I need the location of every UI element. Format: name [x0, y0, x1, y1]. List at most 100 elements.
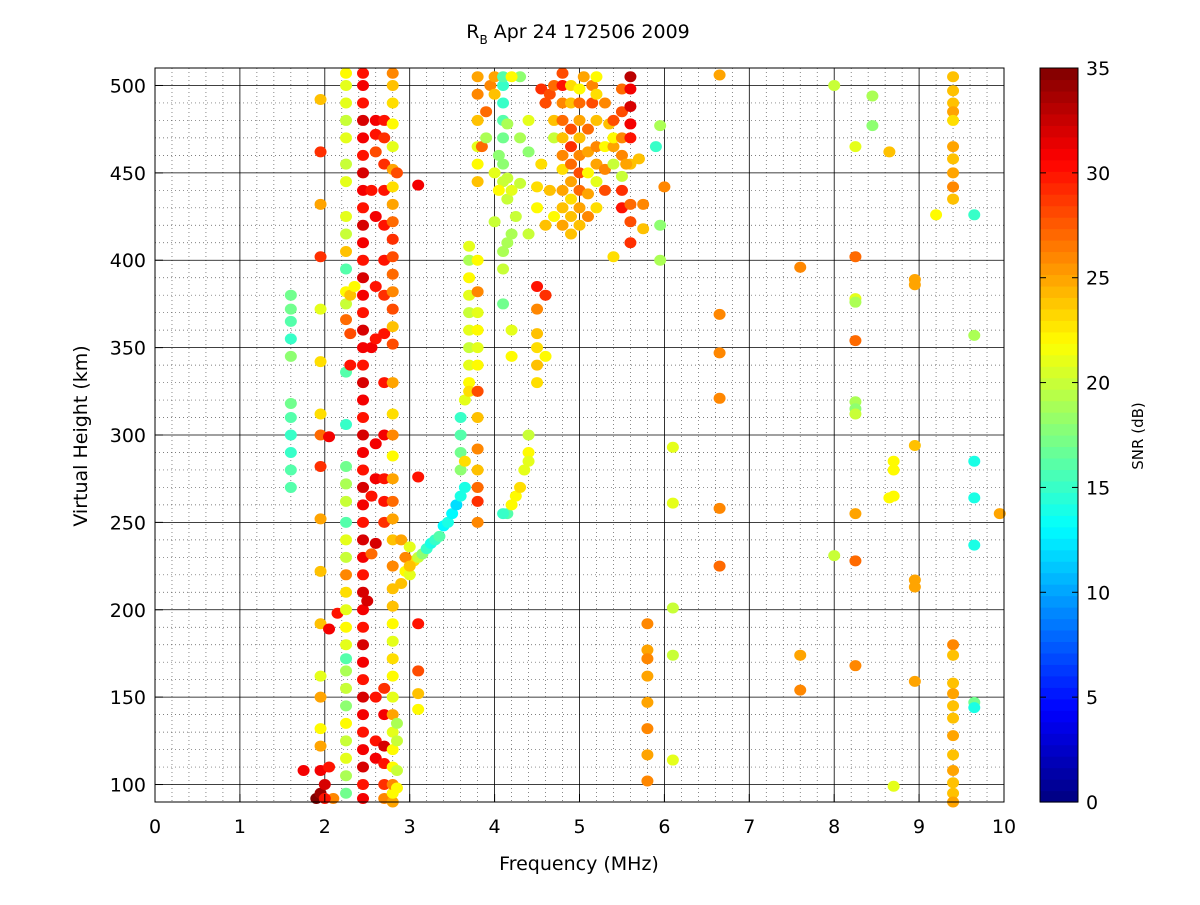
data-point: [514, 132, 527, 144]
data-point: [386, 473, 399, 485]
data-point: [463, 385, 476, 397]
colorbar-segment: [1040, 354, 1078, 367]
data-point: [284, 289, 297, 301]
data-point: [514, 481, 527, 493]
data-point: [284, 398, 297, 410]
data-point: [378, 377, 391, 389]
data-point: [454, 490, 467, 502]
colorbar-segment: [1040, 790, 1078, 803]
data-point: [386, 97, 399, 109]
data-point: [386, 79, 399, 91]
data-point: [620, 158, 633, 170]
colorbar-segment: [1040, 400, 1078, 413]
data-point: [357, 289, 370, 301]
data-point: [543, 184, 556, 196]
data-point: [497, 71, 510, 83]
data-point: [357, 604, 370, 616]
data-point: [590, 158, 603, 170]
data-point: [968, 329, 981, 341]
data-point: [340, 67, 353, 79]
data-point: [565, 141, 578, 153]
data-point: [450, 499, 463, 511]
data-point: [357, 446, 370, 458]
data-point: [344, 359, 357, 371]
data-point: [581, 188, 594, 200]
data-point: [378, 779, 391, 791]
data-point: [488, 71, 501, 83]
data-point: [340, 586, 353, 598]
data-point: [390, 765, 403, 777]
x-tick-label: 9: [913, 816, 925, 838]
data-point: [471, 443, 484, 455]
colorbar-segment: [1040, 251, 1078, 264]
data-point: [505, 499, 518, 511]
colorbar-segment: [1040, 756, 1078, 769]
data-point: [365, 184, 378, 196]
colorbar-segment: [1040, 779, 1078, 792]
data-point: [340, 516, 353, 528]
data-point: [471, 516, 484, 528]
data-point: [522, 446, 535, 458]
colorbar-segment: [1040, 572, 1078, 585]
data-point: [395, 534, 408, 546]
data-point: [340, 263, 353, 275]
data-point: [947, 688, 960, 700]
data-point: [539, 350, 552, 362]
colorbar-segment: [1040, 331, 1078, 344]
data-point: [615, 170, 628, 182]
data-point: [607, 158, 620, 170]
data-point: [463, 254, 476, 266]
data-point: [458, 455, 471, 467]
data-point: [654, 254, 667, 266]
data-point: [314, 146, 327, 158]
data-point: [624, 132, 637, 144]
data-point: [357, 429, 370, 441]
data-point: [463, 307, 476, 319]
data-point: [713, 392, 726, 404]
data-point: [615, 149, 628, 161]
colorbar-segment: [1040, 308, 1078, 321]
data-point: [463, 342, 476, 354]
x-tick-label: 0: [149, 816, 161, 838]
data-point: [369, 735, 382, 747]
data-point: [471, 71, 484, 83]
data-point: [357, 272, 370, 284]
data-point: [386, 216, 399, 228]
data-point: [522, 114, 535, 126]
data-point: [471, 307, 484, 319]
data-point: [590, 114, 603, 126]
data-point: [556, 163, 569, 175]
data-point: [590, 202, 603, 214]
data-point: [539, 289, 552, 301]
data-point: [556, 132, 569, 144]
data-point: [615, 184, 628, 196]
data-point: [314, 303, 327, 315]
data-point: [378, 495, 391, 507]
data-point: [713, 69, 726, 81]
data-point: [314, 251, 327, 263]
colorbar-segment: [1040, 320, 1078, 333]
data-point: [284, 412, 297, 424]
colorbar-segment: [1040, 629, 1078, 643]
colorbar-segment: [1040, 446, 1078, 459]
data-point: [454, 412, 467, 424]
data-point: [637, 198, 650, 210]
data-point: [340, 495, 353, 507]
data-point: [548, 79, 561, 91]
data-point: [361, 595, 374, 607]
data-point: [340, 787, 353, 799]
data-point: [794, 261, 807, 273]
data-point: [369, 211, 382, 223]
data-point: [314, 408, 327, 420]
data-point: [475, 141, 488, 153]
data-point: [908, 581, 921, 593]
colorbar-frame: [1039, 67, 1079, 803]
data-point: [641, 749, 654, 761]
colorbar-tick-label: 15: [1086, 477, 1110, 499]
data-point: [590, 141, 603, 153]
data-point: [357, 464, 370, 476]
data-point: [369, 537, 382, 549]
colorbar-tick-label: 0: [1086, 792, 1098, 814]
colorbar-segment: [1040, 675, 1078, 688]
